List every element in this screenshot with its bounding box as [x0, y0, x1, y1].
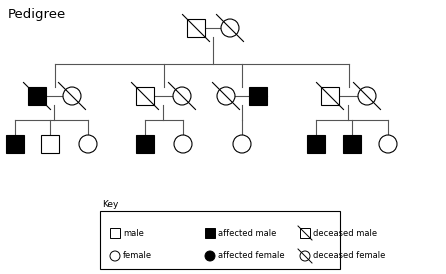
Bar [187, 19, 205, 37]
Circle shape [63, 87, 81, 105]
Text: Key: Key [102, 200, 118, 209]
Bar [300, 228, 310, 238]
Bar [6, 135, 24, 153]
Bar [343, 135, 361, 153]
Circle shape [174, 135, 192, 153]
Bar [249, 87, 267, 105]
Text: affected male: affected male [218, 229, 277, 238]
Circle shape [233, 135, 251, 153]
Text: deceased male: deceased male [313, 229, 377, 238]
Text: male: male [123, 229, 144, 238]
Circle shape [221, 19, 239, 37]
Bar [110, 228, 120, 238]
Text: affected female: affected female [218, 252, 285, 261]
Text: deceased female: deceased female [313, 252, 385, 261]
Circle shape [379, 135, 397, 153]
Circle shape [173, 87, 191, 105]
Bar [41, 135, 59, 153]
Bar [136, 87, 154, 105]
Circle shape [110, 251, 120, 261]
Bar [28, 87, 46, 105]
Circle shape [79, 135, 97, 153]
Bar [100, 211, 340, 269]
Bar [136, 135, 154, 153]
Bar [321, 87, 339, 105]
Text: female: female [123, 252, 152, 261]
Circle shape [300, 251, 310, 261]
Circle shape [217, 87, 235, 105]
Circle shape [205, 251, 215, 261]
Bar [205, 228, 215, 238]
Circle shape [358, 87, 376, 105]
Text: Pedigree: Pedigree [8, 8, 66, 21]
Bar [307, 135, 325, 153]
